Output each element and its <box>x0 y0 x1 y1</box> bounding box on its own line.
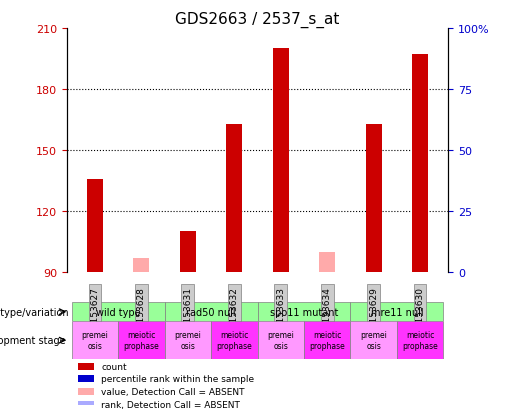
FancyBboxPatch shape <box>72 321 118 359</box>
Bar <box>87 179 103 273</box>
Text: rad50 null: rad50 null <box>186 307 236 317</box>
FancyBboxPatch shape <box>350 303 443 321</box>
Text: GSM153632: GSM153632 <box>230 286 239 341</box>
FancyBboxPatch shape <box>118 321 165 359</box>
Text: meiotic
prophase: meiotic prophase <box>124 331 159 350</box>
Text: meiotic
prophase: meiotic prophase <box>216 331 252 350</box>
Text: spo11 mutant: spo11 mutant <box>270 307 338 317</box>
Title: GDS2663 / 2537_s_at: GDS2663 / 2537_s_at <box>175 12 340 28</box>
Text: mre11 null: mre11 null <box>371 307 423 317</box>
FancyBboxPatch shape <box>72 303 165 321</box>
FancyBboxPatch shape <box>211 321 258 359</box>
Text: development stage: development stage <box>0 335 66 345</box>
Text: rank, Detection Call = ABSENT: rank, Detection Call = ABSENT <box>101 400 240 409</box>
Text: genotype/variation: genotype/variation <box>0 307 70 317</box>
Bar <box>412 55 428 273</box>
Text: premei
osis: premei osis <box>175 331 201 350</box>
Text: value, Detection Call = ABSENT: value, Detection Call = ABSENT <box>101 387 245 396</box>
Text: wild type: wild type <box>96 307 141 317</box>
FancyBboxPatch shape <box>397 321 443 359</box>
Text: premei
osis: premei osis <box>360 331 387 350</box>
Text: GSM153634: GSM153634 <box>323 286 332 341</box>
Text: GSM153631: GSM153631 <box>183 286 192 341</box>
FancyBboxPatch shape <box>304 321 350 359</box>
Bar <box>133 258 149 273</box>
Text: GSM153629: GSM153629 <box>369 286 378 341</box>
FancyBboxPatch shape <box>258 321 304 359</box>
Bar <box>78 375 94 382</box>
FancyBboxPatch shape <box>350 321 397 359</box>
Bar <box>180 232 196 273</box>
Text: premei
osis: premei osis <box>81 331 108 350</box>
Bar <box>272 49 289 273</box>
Bar <box>78 363 94 370</box>
Bar <box>366 124 382 273</box>
FancyBboxPatch shape <box>165 303 258 321</box>
Bar <box>78 388 94 395</box>
Text: premei
osis: premei osis <box>267 331 294 350</box>
Text: percentile rank within the sample: percentile rank within the sample <box>101 375 254 383</box>
Bar <box>319 252 335 273</box>
Text: meiotic
prophase: meiotic prophase <box>310 331 345 350</box>
Text: GSM153633: GSM153633 <box>276 286 285 341</box>
Text: GSM153630: GSM153630 <box>416 286 425 341</box>
Bar <box>226 124 243 273</box>
Text: GSM153628: GSM153628 <box>137 286 146 341</box>
Bar <box>78 401 94 408</box>
FancyBboxPatch shape <box>165 321 211 359</box>
Text: GSM153627: GSM153627 <box>90 286 99 341</box>
Text: meiotic
prophase: meiotic prophase <box>402 331 438 350</box>
Text: count: count <box>101 362 127 371</box>
FancyBboxPatch shape <box>258 303 350 321</box>
